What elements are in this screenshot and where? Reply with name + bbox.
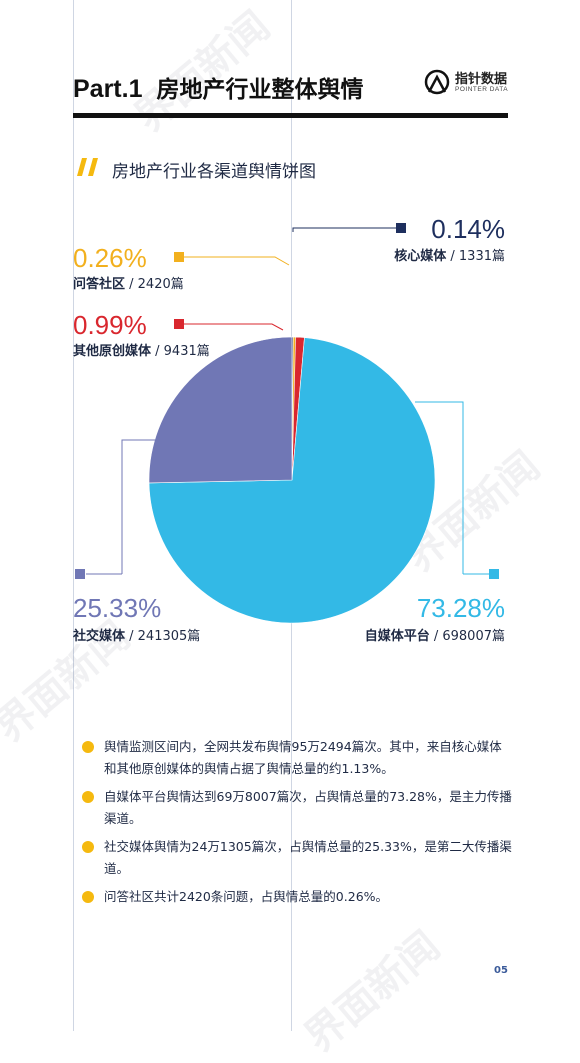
legend-marker <box>489 569 499 579</box>
callout-line <box>183 256 290 266</box>
slice-name-label: 核心媒体 / 1331篇 <box>394 248 505 264</box>
pointer-logo-icon <box>424 69 450 95</box>
slice-count: / 2420篇 <box>125 277 184 292</box>
slice-percent-label: 0.26% <box>73 243 147 273</box>
logo-subtext: POINTER DATA <box>455 86 509 93</box>
list-item: 社交媒体舆情为24万1305篇次，占舆情总量的25.33%，是第二大传播渠道。 <box>82 836 512 880</box>
slice-percent-label: 73.28% <box>417 593 505 623</box>
legend-marker <box>174 319 184 329</box>
slice-count: / 698007篇 <box>430 629 505 644</box>
brand-logo: 指针数据 POINTER DATA <box>423 66 513 100</box>
legend-marker <box>174 252 184 262</box>
slice-name: 核心媒体 <box>394 248 447 264</box>
slice-name: 其他原创媒体 <box>73 343 152 359</box>
page-title: Part.1 房地产行业整体舆情 <box>73 70 364 104</box>
pie-slice <box>148 336 293 484</box>
page-title-text: 房地产行业整体舆情 <box>156 77 364 103</box>
callout-line <box>121 439 180 574</box>
bullet-text: 自媒体平台舆情达到69万8007篇次，占舆情总量的73.28%，是主力传播渠道。 <box>104 789 512 826</box>
logo-text: 指针数据 <box>455 72 508 87</box>
slice-count: / 241305篇 <box>125 629 200 644</box>
part-label: Part.1 <box>73 75 143 103</box>
slice-percent-label: 0.99% <box>73 310 147 340</box>
slice-percent-label: 25.33% <box>73 593 161 623</box>
slice-count: / 9431篇 <box>151 344 210 359</box>
slice-name-label: 问答社区 / 2420篇 <box>73 276 184 292</box>
legend-marker <box>396 223 406 233</box>
section-title: 房地产行业各渠道舆情饼图 <box>112 162 316 182</box>
bullet-text: 舆情监测区间内，全网共发布舆情95万2494篇次。其中，来自核心媒体和其他原创媒… <box>104 739 502 776</box>
slice-name: 社交媒体 <box>72 628 126 644</box>
list-item: 自媒体平台舆情达到69万8007篇次，占舆情总量的73.28%，是主力传播渠道。 <box>82 786 512 830</box>
bullet-dot <box>82 791 94 803</box>
bullet-dot <box>82 741 94 753</box>
slice-count: / 1331篇 <box>446 249 505 264</box>
bullet-text: 问答社区共计2420条问题，占舆情总量的0.26%。 <box>104 889 389 904</box>
slice-name-label: 社交媒体 / 241305篇 <box>72 628 200 644</box>
slice-name-label: 自媒体平台 / 698007篇 <box>365 628 505 644</box>
watermark: 界面新闻 <box>296 923 449 1062</box>
slice-name: 问答社区 <box>73 276 125 292</box>
callout-line <box>415 401 464 574</box>
bullet-dot <box>82 841 94 853</box>
slash-icon <box>77 158 98 176</box>
legend-marker <box>75 569 85 579</box>
pie-chart: 0.14% 核心媒体 / 1331篇 0.26% 问答社区 / 2420篇 0.99% 其… <box>72 214 505 644</box>
slice-name-label: 其他原创媒体 / 9431篇 <box>73 343 210 359</box>
slice-percent-label: 0.14% <box>431 214 505 244</box>
list-item: 问答社区共计2420条问题，占舆情总量的0.26%。 <box>82 886 512 908</box>
summary-list: 舆情监测区间内，全网共发布舆情95万2494篇次。其中，来自核心媒体和其他原创媒… <box>82 736 512 914</box>
slice-name: 自媒体平台 <box>365 628 430 644</box>
decorative-line-left <box>73 0 74 1031</box>
callout-line <box>292 227 400 232</box>
page-number: 05 <box>494 965 508 976</box>
list-item: 舆情监测区间内，全网共发布舆情95万2494篇次。其中，来自核心媒体和其他原创媒… <box>82 736 512 780</box>
callout-line <box>183 323 284 331</box>
bullet-text: 社交媒体舆情为24万1305篇次，占舆情总量的25.33%，是第二大传播渠道。 <box>104 839 512 876</box>
header-rule <box>73 113 508 118</box>
bullet-dot <box>82 891 94 903</box>
